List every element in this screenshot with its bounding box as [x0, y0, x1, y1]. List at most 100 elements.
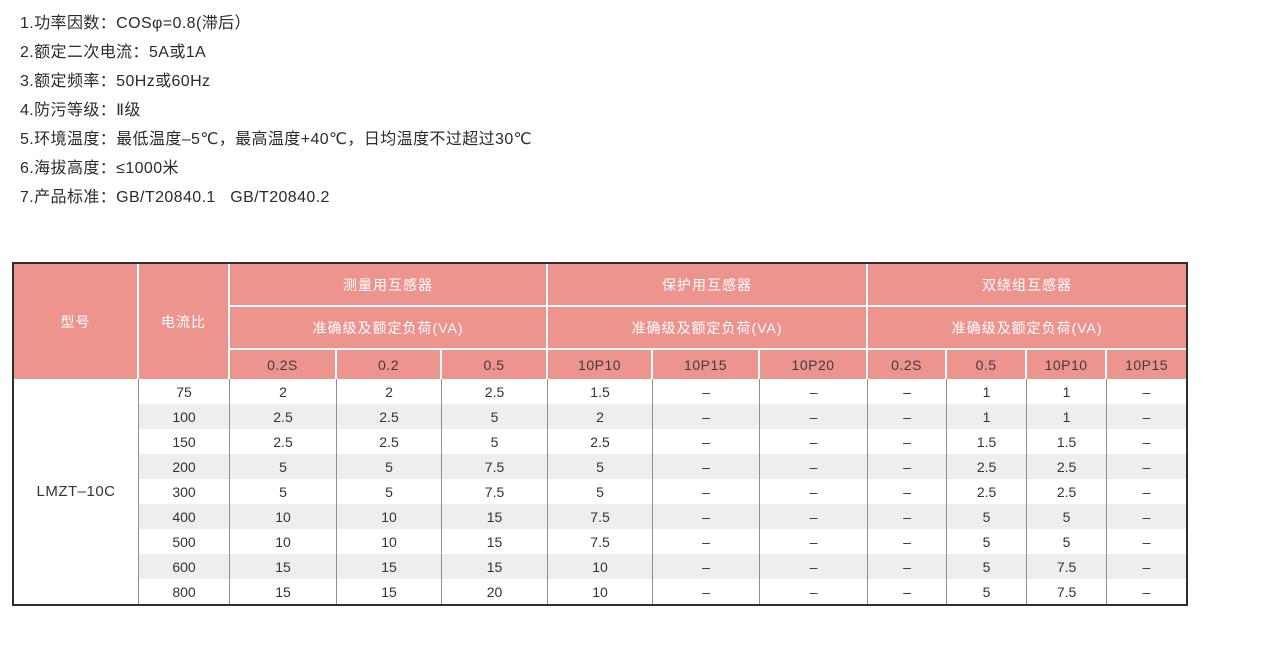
value-cell: 15: [230, 579, 337, 604]
value-cell: –: [760, 404, 869, 429]
value-cell: –: [868, 529, 948, 554]
value-cell: –: [653, 554, 761, 579]
value-cell: 15: [442, 529, 549, 554]
value-cell: –: [653, 529, 761, 554]
value-cell: 10: [548, 579, 654, 604]
value-cell: –: [1107, 429, 1187, 454]
value-cell: –: [760, 554, 869, 579]
value-cell: –: [760, 429, 869, 454]
value-cell: 15: [337, 579, 442, 604]
col-header-ratio: 电流比: [139, 264, 230, 379]
value-cell: –: [1107, 579, 1187, 604]
header-subtitle-row: 准确级及额定负荷(VA) 准确级及额定负荷(VA) 准确级及额定负荷(VA): [14, 307, 1187, 350]
value-cell: 5: [337, 479, 442, 504]
ratio-cell: 800: [139, 579, 230, 604]
value-cell: –: [1107, 454, 1187, 479]
value-cell: –: [1107, 504, 1187, 529]
spec-item-pollution-class: 4.防污等级：Ⅱ级: [20, 102, 141, 119]
value-cell: 7.5: [1027, 579, 1108, 604]
value-cell: 2.5: [230, 404, 337, 429]
model-cell: LMZT–10C: [14, 379, 139, 604]
value-cell: –: [760, 379, 869, 404]
value-cell: 2.5: [947, 454, 1028, 479]
value-cell: –: [868, 404, 948, 429]
value-cell: –: [653, 454, 761, 479]
table-row: 600 15 15 15 10– – –5 7.5–: [14, 554, 1187, 579]
value-cell: 1: [947, 379, 1028, 404]
burden-table-container: 型号 电流比 测量用互感器 保护用互感器 双绕组互感器 准确级及额定负荷(VA)…: [12, 262, 1189, 606]
header-group-row: 型号 电流比 测量用互感器 保护用互感器 双绕组互感器: [14, 264, 1187, 379]
value-cell: 5: [1027, 504, 1108, 529]
value-cell: –: [760, 479, 869, 504]
value-cell: 2.5: [230, 429, 337, 454]
value-cell: –: [760, 529, 869, 554]
ratio-cell: 500: [139, 529, 230, 554]
value-cell: 1.5: [1027, 429, 1108, 454]
class-header: 10P20: [760, 350, 869, 379]
header-class-row: 0.2S 0.2 0.5 10P10 10P15 10P20 0.2S 0.5 …: [14, 350, 1187, 379]
spec-item-frequency: 3.额定频率：50Hz或60Hz: [20, 73, 211, 90]
value-cell: 10: [337, 529, 442, 554]
class-header: 10P10: [1027, 350, 1108, 379]
value-cell: 2.5: [1027, 454, 1108, 479]
class-header: 10P15: [1107, 350, 1187, 379]
spec-list: 1.功率因数：COSφ=0.8(滞后） 2.额定二次电流：5A或1A 3.额定频…: [0, 0, 1273, 212]
value-cell: 7.5: [548, 529, 654, 554]
class-header: 10P10: [548, 350, 654, 379]
value-cell: 5: [947, 504, 1028, 529]
value-cell: 5: [337, 454, 442, 479]
value-cell: 2.5: [442, 379, 549, 404]
class-header: 0.5: [442, 350, 549, 379]
ratio-cell: 600: [139, 554, 230, 579]
spec-item-ambient-temp: 5.环境温度：最低温度–5℃，最高温度+40℃，日均温度不过超过30℃: [20, 131, 532, 148]
ratio-cell: 150: [139, 429, 230, 454]
value-cell: –: [653, 579, 761, 604]
table-row: 400 10 10 15 7.5– – –5 5–: [14, 504, 1187, 529]
value-cell: 7.5: [548, 504, 654, 529]
datasheet-page: 1.功率因数：COSφ=0.8(滞后） 2.额定二次电流：5A或1A 3.额定频…: [0, 0, 1273, 606]
group-header-measuring: 测量用互感器: [230, 264, 549, 307]
value-cell: –: [868, 379, 948, 404]
value-cell: –: [760, 504, 869, 529]
value-cell: –: [653, 379, 761, 404]
value-cell: 5: [1027, 529, 1108, 554]
value-cell: 2.5: [337, 429, 442, 454]
value-cell: –: [1107, 529, 1187, 554]
table-row: 500 10 10 15 7.5– – –5 5–: [14, 529, 1187, 554]
ratio-cell: 75: [139, 379, 230, 404]
ratio-cell: 100: [139, 404, 230, 429]
value-cell: 5: [548, 454, 654, 479]
value-cell: 15: [337, 554, 442, 579]
class-header: 0.2S: [868, 350, 948, 379]
value-cell: –: [760, 454, 869, 479]
value-cell: 5: [947, 579, 1028, 604]
value-cell: 20: [442, 579, 549, 604]
value-cell: 2.5: [947, 479, 1028, 504]
subheader-protection-burden: 准确级及额定负荷(VA): [548, 307, 869, 350]
value-cell: 7.5: [442, 479, 549, 504]
value-cell: –: [653, 429, 761, 454]
value-cell: –: [868, 479, 948, 504]
value-cell: 2.5: [337, 404, 442, 429]
value-cell: –: [1107, 554, 1187, 579]
spec-item-power-factor: 1.功率因数：COSφ=0.8(滞后）: [20, 15, 251, 32]
value-cell: 1.5: [947, 429, 1028, 454]
table-row: LMZT–10C 75 2 2 2.5 1.5– – –1 1–: [14, 379, 1187, 604]
ratio-cell: 300: [139, 479, 230, 504]
value-cell: –: [653, 504, 761, 529]
value-cell: –: [1107, 479, 1187, 504]
value-cell: 1: [947, 404, 1028, 429]
value-cell: –: [1107, 404, 1187, 429]
value-cell: 1: [1027, 379, 1108, 404]
value-cell: 2: [230, 379, 337, 404]
value-cell: 7.5: [442, 454, 549, 479]
class-header: 0.2: [337, 350, 442, 379]
ct-burden-table: 型号 电流比 测量用互感器 保护用互感器 双绕组互感器 准确级及额定负荷(VA)…: [12, 262, 1189, 606]
group-header-protection: 保护用互感器: [548, 264, 869, 307]
value-cell: 5: [548, 479, 654, 504]
value-cell: 15: [442, 504, 549, 529]
group-header-dual-winding: 双绕组互感器: [868, 264, 1187, 307]
value-cell: –: [1107, 379, 1187, 404]
value-cell: 15: [230, 554, 337, 579]
value-cell: 5: [230, 454, 337, 479]
